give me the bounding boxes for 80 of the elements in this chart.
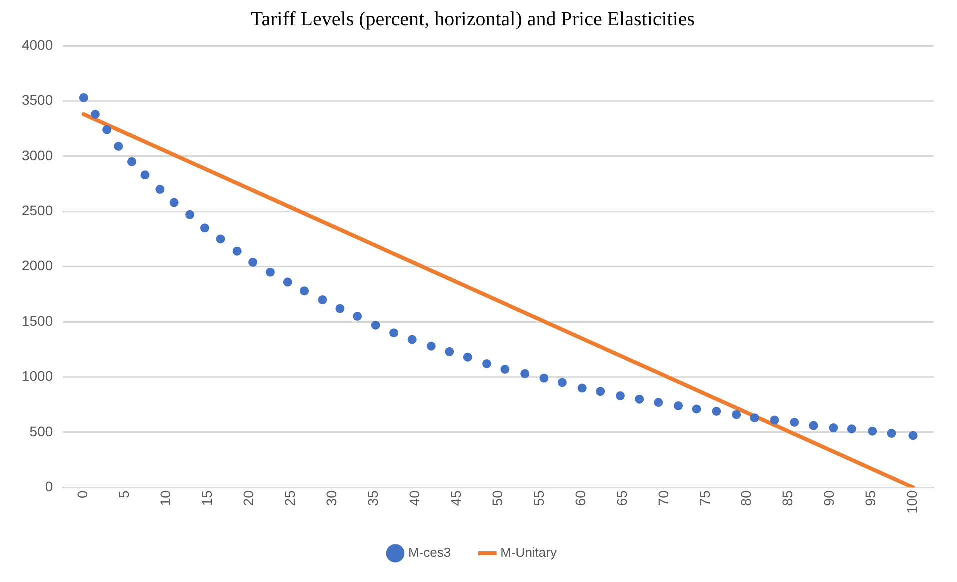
point bbox=[445, 347, 454, 356]
point bbox=[674, 401, 684, 410]
x-tick-label: 30 bbox=[324, 490, 340, 506]
point bbox=[540, 374, 549, 383]
point bbox=[127, 157, 136, 166]
y-tick-label: 1000 bbox=[22, 368, 54, 384]
y-tick-label: 3000 bbox=[22, 147, 54, 164]
point bbox=[266, 268, 275, 277]
point bbox=[353, 312, 362, 322]
point bbox=[318, 295, 328, 304]
x-tick-label: 80 bbox=[738, 490, 754, 506]
point bbox=[371, 320, 380, 330]
y-tick-label: 1500 bbox=[22, 312, 54, 329]
point bbox=[463, 352, 472, 362]
x-tick-label: 60 bbox=[572, 490, 588, 506]
point bbox=[578, 384, 587, 393]
legend-label: M-Unitary bbox=[500, 545, 558, 560]
x-tick-label: 0 bbox=[74, 490, 91, 498]
point bbox=[114, 142, 124, 151]
point bbox=[102, 125, 112, 134]
point bbox=[732, 410, 742, 420]
point bbox=[847, 424, 856, 434]
point bbox=[79, 93, 88, 102]
point bbox=[90, 110, 100, 119]
x-tick-label: 45 bbox=[448, 490, 464, 506]
point bbox=[140, 170, 150, 180]
x-tick-label: 40 bbox=[406, 490, 422, 506]
point bbox=[596, 387, 606, 396]
point bbox=[809, 421, 818, 430]
point bbox=[248, 258, 258, 267]
x-tick-label: 95 bbox=[862, 490, 879, 506]
point bbox=[770, 416, 780, 425]
x-tick-label: 25 bbox=[282, 490, 298, 506]
point bbox=[216, 234, 226, 244]
x-tick-label: 5 bbox=[116, 490, 132, 498]
point bbox=[500, 365, 510, 374]
y-tick-label: 4000 bbox=[22, 36, 54, 53]
x-tick-label: 50 bbox=[489, 490, 506, 506]
point bbox=[408, 335, 417, 344]
point bbox=[750, 414, 760, 423]
point bbox=[712, 406, 722, 416]
chart-title: Tariff Levels (percent, horizontal) and Price Elasticities bbox=[250, 8, 696, 30]
point bbox=[887, 429, 896, 438]
point bbox=[829, 424, 838, 433]
point bbox=[336, 304, 345, 314]
x-tick-label: 65 bbox=[614, 490, 630, 506]
point bbox=[186, 210, 195, 220]
y-tick-label: 2500 bbox=[22, 202, 54, 218]
x-tick-label: 70 bbox=[655, 490, 672, 506]
point bbox=[520, 369, 530, 378]
y-tick-label: 3500 bbox=[22, 92, 54, 108]
legend-label: M-ces3 bbox=[408, 545, 452, 560]
point bbox=[200, 224, 210, 233]
point bbox=[790, 418, 800, 427]
x-tick-label: 10 bbox=[158, 490, 174, 506]
x-tick-label: 100 bbox=[904, 490, 920, 514]
point bbox=[635, 394, 644, 404]
point bbox=[426, 342, 436, 351]
point bbox=[156, 185, 165, 194]
y-tick-label: 2000 bbox=[22, 258, 54, 274]
point bbox=[692, 404, 702, 414]
x-tick-label: 15 bbox=[199, 490, 216, 506]
x-tick-label: 85 bbox=[780, 490, 796, 506]
point bbox=[283, 278, 292, 287]
point bbox=[482, 359, 492, 368]
point bbox=[868, 426, 878, 436]
x-tick-label: 90 bbox=[821, 490, 838, 506]
y-tick-label: 500 bbox=[30, 423, 54, 440]
x-tick-label: 20 bbox=[240, 490, 257, 506]
point bbox=[558, 378, 567, 388]
point bbox=[908, 431, 918, 440]
point bbox=[170, 198, 179, 208]
point bbox=[300, 286, 309, 296]
x-tick-label: 75 bbox=[696, 490, 713, 506]
point bbox=[616, 392, 625, 400]
point bbox=[390, 328, 399, 338]
point bbox=[232, 246, 242, 256]
point bbox=[654, 398, 664, 408]
x-tick-label: 35 bbox=[365, 490, 382, 506]
x-tick-label: 55 bbox=[530, 490, 547, 506]
